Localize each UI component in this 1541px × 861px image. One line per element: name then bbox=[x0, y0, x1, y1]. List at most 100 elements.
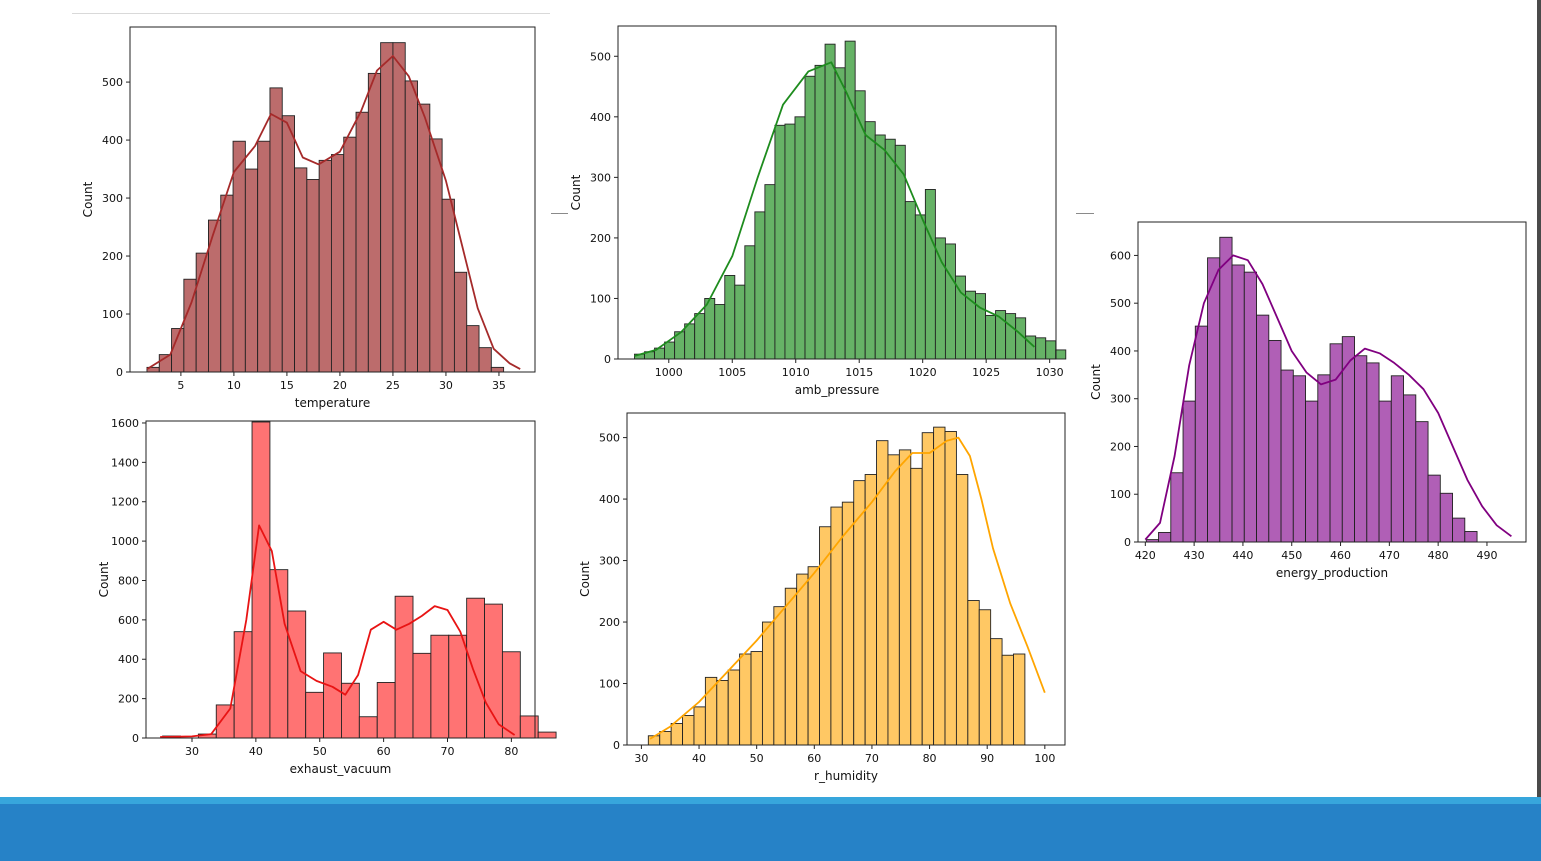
histogram-bar bbox=[985, 314, 997, 360]
y-tick-label: 100 bbox=[102, 308, 123, 321]
plot-frame bbox=[1137, 221, 1527, 543]
y-tick-label: 500 bbox=[590, 50, 611, 63]
plot-frame bbox=[129, 26, 536, 373]
histogram-bar bbox=[830, 506, 843, 746]
histogram-bar bbox=[251, 421, 271, 739]
footer-accent-bar bbox=[0, 797, 1541, 804]
histogram-bar bbox=[358, 716, 378, 739]
histogram-bar bbox=[898, 449, 912, 746]
histogram-bar bbox=[1366, 362, 1380, 543]
histogram-bar bbox=[967, 600, 980, 746]
slide-right-edge bbox=[1537, 0, 1541, 797]
y-tick-label: 1000 bbox=[111, 535, 139, 548]
x-tick-label: 60 bbox=[377, 745, 391, 758]
histogram-bar bbox=[367, 72, 382, 373]
histogram-bar bbox=[1305, 400, 1319, 543]
y-tick-label: 1400 bbox=[111, 456, 139, 469]
plot-frame bbox=[145, 420, 536, 739]
x-tick-label: 30 bbox=[185, 745, 199, 758]
y-tick-label: 0 bbox=[613, 739, 620, 752]
x-tick-label: 50 bbox=[750, 752, 764, 765]
histogram-bar bbox=[257, 140, 271, 373]
y-tick-label: 400 bbox=[599, 493, 620, 506]
x-tick-label: 1020 bbox=[909, 366, 937, 379]
histogram-bar bbox=[343, 136, 357, 373]
histogram-bar bbox=[1219, 236, 1233, 543]
x-tick-label: 70 bbox=[865, 752, 879, 765]
y-tick-label: 0 bbox=[1124, 536, 1131, 549]
histogram-bar bbox=[1317, 374, 1331, 543]
histogram-bar bbox=[804, 75, 816, 360]
x-axis-title: exhaust_vacuum bbox=[290, 762, 392, 776]
histogram-bar bbox=[955, 275, 966, 360]
histogram-bar bbox=[1158, 531, 1172, 543]
histogram-bar bbox=[864, 121, 876, 360]
x-tick-label: 1000 bbox=[655, 366, 683, 379]
histogram-bar bbox=[232, 140, 246, 373]
histogram-svg: 30 40 50 60 70 80 90 100 0 100 200 300 400 500 r_humid… bbox=[578, 412, 1066, 783]
histogram-bar bbox=[876, 440, 889, 746]
x-tick-label: 60 bbox=[807, 752, 821, 765]
x-tick-label: 460 bbox=[1330, 549, 1351, 562]
x-tick-label: 1010 bbox=[782, 366, 810, 379]
histogram-bar bbox=[1378, 400, 1392, 543]
y-tick-label: 800 bbox=[118, 574, 139, 587]
y-tick-label: 500 bbox=[102, 76, 123, 89]
plot-frame bbox=[626, 412, 1066, 746]
x-tick-label: 470 bbox=[1379, 549, 1400, 562]
histogram-bar bbox=[1001, 654, 1014, 746]
y-axis-title: Count bbox=[97, 561, 111, 597]
histogram-bar bbox=[874, 134, 886, 360]
histogram-bar bbox=[744, 245, 756, 360]
x-tick-label: 420 bbox=[1135, 549, 1156, 562]
histogram-bar bbox=[1243, 271, 1257, 543]
histogram-bar bbox=[448, 634, 468, 739]
y-tick-label: 200 bbox=[102, 250, 123, 263]
slide-divider-line bbox=[72, 13, 550, 14]
bars-group bbox=[647, 426, 1026, 746]
histogram-bar bbox=[670, 723, 684, 746]
histogram-bar bbox=[844, 40, 856, 360]
kde-curve bbox=[634, 61, 1036, 357]
histogram-bar bbox=[774, 124, 786, 360]
histogram-bar bbox=[739, 653, 752, 746]
histogram-bar bbox=[694, 313, 706, 360]
histogram-bar bbox=[306, 179, 320, 373]
histogram-bar bbox=[965, 290, 976, 360]
histogram-bar bbox=[914, 214, 926, 360]
x-tick-label: 35 bbox=[492, 379, 506, 392]
histogram-bar bbox=[904, 201, 916, 360]
x-tick-label: 40 bbox=[249, 745, 263, 758]
histogram-bar bbox=[341, 682, 360, 739]
y-tick-label: 600 bbox=[118, 614, 139, 627]
histogram-bar bbox=[1427, 474, 1441, 543]
histogram-bar bbox=[537, 731, 557, 739]
histogram-bar bbox=[323, 652, 342, 739]
x-tick-label: 1005 bbox=[718, 366, 746, 379]
y-tick-label: 100 bbox=[590, 292, 611, 305]
histogram-bar bbox=[466, 325, 480, 373]
x-tick-label: 100 bbox=[1034, 752, 1055, 765]
histogram-bar bbox=[1035, 337, 1047, 360]
y-tick-label: 0 bbox=[116, 366, 123, 379]
bars-group bbox=[1145, 236, 1478, 543]
histogram-bar bbox=[784, 123, 796, 360]
y-tick-label: 400 bbox=[590, 111, 611, 124]
histogram-bar bbox=[824, 43, 836, 360]
x-tick-label: 10 bbox=[227, 379, 241, 392]
histogram-bar bbox=[921, 432, 935, 746]
y-axis-title: Count bbox=[569, 174, 583, 210]
histogram-bar bbox=[841, 501, 855, 746]
x-axis-title: amb_pressure bbox=[795, 383, 880, 397]
histogram-bar bbox=[794, 116, 806, 360]
y-axis-title: Count bbox=[81, 181, 95, 217]
histogram-bar bbox=[1194, 325, 1208, 543]
histogram-bar bbox=[501, 651, 521, 739]
histogram-bar bbox=[1390, 375, 1404, 543]
histogram-bar bbox=[704, 298, 716, 360]
histogram-bar bbox=[1292, 375, 1306, 543]
histogram-svg: 30 40 50 60 70 800200400600800100012001400160… bbox=[97, 417, 557, 776]
histogram-bar bbox=[1055, 349, 1067, 360]
y-axis-title: Count bbox=[1089, 364, 1103, 400]
bars-group bbox=[634, 40, 1067, 360]
